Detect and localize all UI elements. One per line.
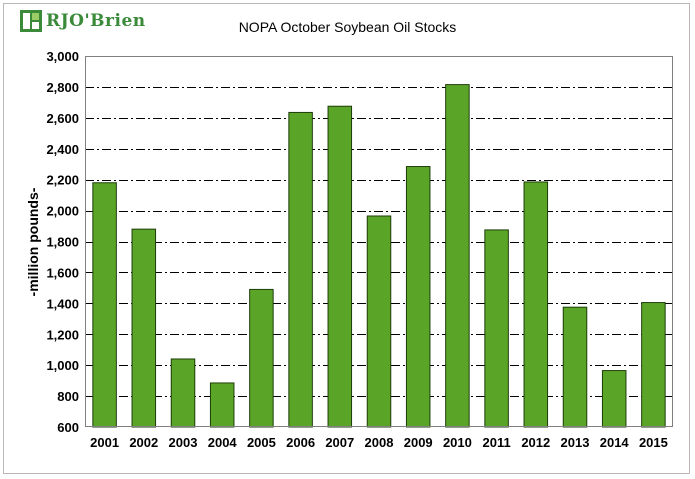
plot-area-border	[85, 56, 673, 427]
x-tick-label: 2006	[286, 435, 315, 450]
bar-2014	[601, 370, 627, 428]
y-tick-label: 1,400	[46, 296, 79, 311]
bar-2001	[92, 182, 117, 428]
y-tick-labels: 600 800 1,000 1,200 1,400 1,600 1,800 2,000 2,20…	[46, 49, 79, 435]
x-tick-label: 2005	[247, 435, 276, 450]
y-tick-label: 2,400	[46, 142, 79, 157]
bar-2010	[445, 84, 470, 428]
x-tick-label: 2010	[443, 435, 472, 450]
y-tick-label: 2,000	[46, 204, 79, 219]
x-tick-label: 2009	[404, 435, 433, 450]
x-tick-label: 2004	[208, 435, 238, 450]
bar-2003	[170, 358, 196, 428]
rjobrien-logo-icon	[20, 10, 42, 32]
y-tick-label: 2,800	[46, 80, 79, 95]
y-tick-label: 1,600	[46, 265, 79, 280]
y-tick-label: 800	[57, 389, 79, 404]
y-tick-label: 1,000	[46, 358, 79, 373]
bars	[92, 84, 666, 428]
x-tick-label: 2011	[482, 435, 510, 450]
x-tick-label: 2002	[129, 435, 158, 450]
bar-2005	[249, 288, 274, 428]
bar-2012	[523, 181, 549, 428]
x-tick-label: 2014	[600, 435, 630, 450]
y-tick-label: 2,200	[46, 173, 79, 188]
x-tick-label: 2003	[169, 435, 198, 450]
bar-2004	[209, 382, 235, 428]
bar-2009	[405, 166, 431, 428]
y-tick-label: 2,600	[46, 111, 79, 126]
x-tick-label: 2012	[521, 435, 550, 450]
bar-2011	[484, 229, 509, 428]
x-tick-label: 2013	[561, 435, 590, 450]
x-tick-label: 2008	[365, 435, 394, 450]
bar-2006	[288, 111, 313, 428]
logo: RJO'Brien	[20, 8, 146, 34]
x-tick-labels: 2001 2002 2003 2004 2005 2006 2007 2008 2009 2010…	[90, 435, 668, 450]
x-tick-label: 2001	[90, 435, 119, 450]
y-tick-label: 3,000	[46, 49, 79, 64]
bar-2002	[131, 228, 157, 428]
bar-2015	[641, 302, 666, 428]
y-tick-label: 1,200	[46, 327, 79, 342]
bar-2008	[366, 215, 392, 428]
x-tick-label: 2007	[325, 435, 354, 450]
y-tick-label: 1,800	[46, 235, 79, 250]
bar-2013	[562, 306, 588, 428]
y-tick-label: 600	[57, 420, 79, 435]
logo-text: RJO'Brien	[46, 11, 146, 31]
x-tick-label: 2015	[639, 435, 668, 450]
bar-2007	[327, 105, 353, 428]
chart-title: NOPA October Soybean Oil Stocks	[238, 19, 457, 35]
